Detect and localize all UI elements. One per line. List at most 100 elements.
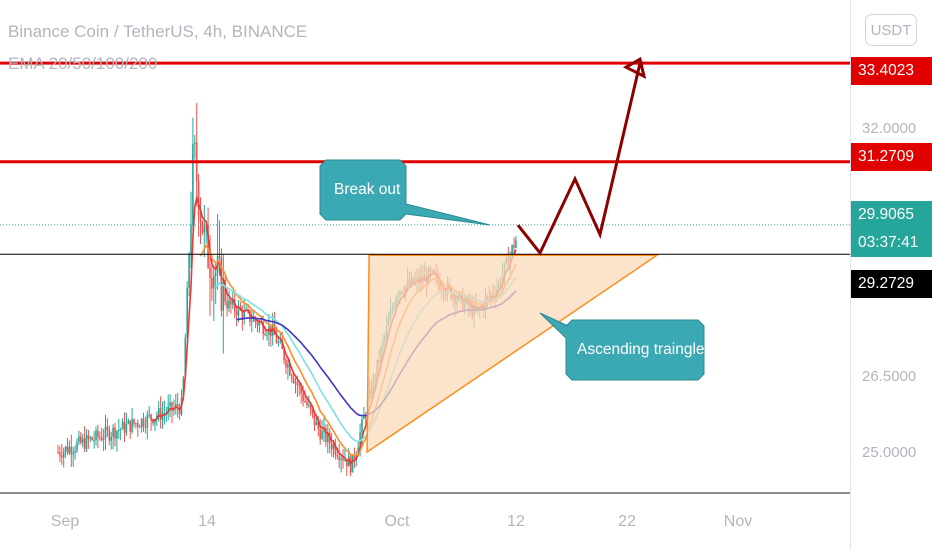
candle [108, 425, 111, 446]
candle [140, 417, 143, 433]
candle [176, 392, 179, 418]
candle [304, 389, 306, 404]
candle [344, 449, 346, 462]
candle [78, 430, 80, 446]
time-tick: Nov [723, 513, 753, 530]
candle [513, 237, 515, 255]
candle [74, 445, 76, 460]
candle [328, 428, 331, 454]
candle [121, 418, 124, 430]
candle [349, 454, 352, 477]
candle [201, 220, 204, 236]
triangle-callout-shape [539, 312, 705, 381]
price-tick: 32.0000 [862, 120, 917, 137]
price-label-last: 29.9065 [851, 201, 932, 229]
breakout-callout-label: Break out [334, 181, 401, 198]
candle [157, 401, 160, 422]
candle [292, 374, 295, 385]
candle [68, 440, 71, 456]
candle [233, 292, 236, 319]
currency-button[interactable]: USDT [865, 14, 917, 46]
candle [125, 412, 128, 436]
candle [287, 356, 289, 380]
candle [171, 401, 173, 424]
candle [330, 432, 333, 457]
candle [338, 444, 340, 469]
candle [137, 419, 139, 437]
candle [97, 424, 99, 449]
price-label-resistance-top: 33.4023 [851, 57, 932, 85]
candle [135, 422, 137, 429]
candle [178, 403, 181, 421]
candle [127, 418, 130, 425]
candle [57, 444, 59, 454]
candle [220, 248, 223, 317]
candle [123, 412, 126, 442]
candle [190, 191, 192, 268]
candle [80, 432, 82, 445]
candle [186, 281, 188, 339]
candle [142, 412, 145, 432]
candle [85, 429, 88, 452]
candle [325, 424, 327, 447]
candle [235, 305, 238, 327]
candle [129, 420, 131, 439]
candle [228, 290, 230, 312]
candle [363, 406, 365, 420]
chart-title: Binance Coin / TetherUS, 4h, BINANCE [8, 22, 308, 41]
candle [87, 429, 90, 449]
candle [61, 444, 63, 466]
candle [353, 447, 356, 469]
candle [93, 431, 95, 449]
price-label-support: 29.2729 [851, 270, 932, 298]
candle [213, 265, 215, 322]
time-tick: 22 [618, 513, 636, 530]
breakout-callout-shape [319, 159, 491, 226]
candle [138, 424, 141, 428]
candle [100, 427, 103, 442]
candle [192, 117, 194, 243]
candle [199, 197, 202, 245]
candle [313, 413, 316, 431]
candle [119, 427, 122, 441]
ascending-triangle-shape [366, 254, 660, 454]
candle [66, 437, 69, 455]
candle [251, 308, 253, 333]
candle [159, 396, 162, 429]
candle [342, 448, 344, 469]
candle [188, 251, 190, 297]
candle [114, 422, 116, 447]
price-label-resistance-mid: 31.2709 [851, 143, 932, 171]
candle [195, 102, 198, 207]
price-axis-separator [850, 0, 851, 550]
candle [194, 134, 196, 160]
candle [321, 420, 323, 441]
candle [110, 431, 112, 450]
candle [112, 424, 114, 450]
candle [144, 416, 147, 434]
candle [224, 275, 226, 306]
candle [95, 426, 97, 446]
candle [167, 394, 169, 421]
candle [334, 438, 337, 460]
candle [311, 408, 314, 419]
price-tick: 25.0000 [862, 444, 917, 461]
candle [91, 436, 93, 441]
candle [116, 429, 118, 452]
candle [309, 403, 312, 416]
candle [169, 394, 171, 418]
projection-path [516, 62, 642, 256]
time-tick: Sep [50, 513, 80, 530]
candle [104, 414, 107, 450]
projection-arrow-head [622, 56, 647, 79]
candle [133, 418, 135, 428]
candle [89, 435, 92, 442]
candle [99, 431, 101, 441]
candle [290, 373, 293, 383]
indicator-label: EMA 20/50/100/200 [8, 54, 158, 73]
candle [148, 406, 150, 419]
candle [340, 455, 342, 473]
candle [83, 426, 86, 452]
candle [64, 445, 67, 458]
